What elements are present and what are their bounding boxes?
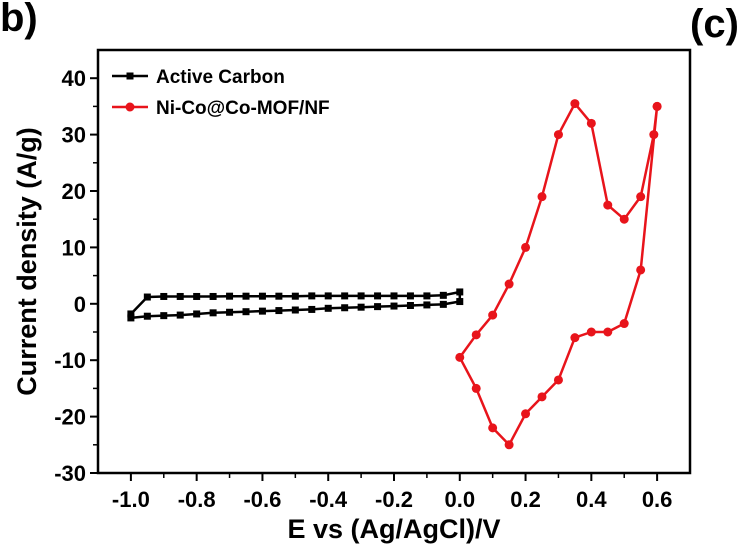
data-point [570, 333, 580, 343]
x-tick-label: -0.2 [375, 487, 413, 512]
data-point [209, 292, 217, 300]
data-point [537, 392, 547, 402]
data-point [636, 192, 646, 202]
data-point [439, 291, 447, 299]
data-point [226, 308, 234, 316]
data-point [291, 306, 299, 314]
data-point [242, 308, 250, 316]
data-point [226, 292, 234, 300]
data-point [357, 303, 365, 311]
data-point [127, 310, 135, 318]
x-tick-label: -0.8 [178, 487, 216, 512]
data-point [471, 330, 481, 340]
data-point [456, 298, 464, 306]
data-point [488, 423, 498, 433]
legend-label-1: Ni-Co@Co-MOF/NF [156, 98, 330, 119]
data-point [488, 310, 498, 320]
x-tick-label: -0.6 [243, 487, 281, 512]
y-tick-label: -30 [54, 461, 86, 486]
data-point [308, 305, 316, 313]
data-point [652, 101, 662, 111]
data-point [649, 130, 659, 140]
data-point [521, 409, 531, 419]
data-point [537, 192, 547, 202]
data-point [553, 130, 563, 140]
data-point [636, 265, 646, 275]
data-point [275, 307, 283, 315]
data-point [553, 375, 563, 385]
data-point [193, 310, 201, 318]
data-point [193, 292, 201, 300]
data-point [504, 279, 514, 289]
data-point [143, 312, 151, 320]
data-point [423, 301, 431, 309]
x-tick-label: 0.6 [642, 487, 673, 512]
data-point [390, 302, 398, 310]
series-line-1 [458, 102, 659, 447]
legend-marker-1 [125, 102, 135, 112]
data-point [619, 214, 629, 224]
data-point [455, 352, 465, 362]
data-point [209, 309, 217, 317]
panel-label-b: b) [0, 0, 38, 40]
y-tick-label: 20 [62, 179, 86, 204]
y-tick-label: -10 [54, 348, 86, 373]
data-point [504, 440, 514, 450]
data-point [176, 292, 184, 300]
data-point [258, 307, 266, 315]
y-tick-label: 40 [62, 66, 86, 91]
data-point [570, 99, 580, 109]
x-tick-label: -1.0 [112, 487, 150, 512]
panel-label-c: (c) [690, 2, 739, 46]
data-point [374, 303, 382, 311]
legend-label-0: Active Carbon [156, 67, 285, 88]
y-axis-label: Current density (A/g) [12, 127, 42, 396]
data-point [456, 288, 464, 296]
data-point [308, 292, 316, 300]
data-point [439, 300, 447, 308]
y-tick-label: -20 [54, 405, 86, 430]
data-point [586, 327, 596, 337]
data-point [406, 301, 414, 309]
data-point [160, 292, 168, 300]
x-tick-label: 0.2 [510, 487, 541, 512]
data-point [176, 311, 184, 319]
data-point [423, 292, 431, 300]
data-point [324, 304, 332, 312]
data-point [390, 292, 398, 300]
data-point [357, 292, 365, 300]
data-point [341, 304, 349, 312]
data-point [291, 292, 299, 300]
data-point [586, 118, 596, 128]
x-tick-label: -0.4 [309, 487, 348, 512]
data-point [406, 292, 414, 300]
y-tick-label: 0 [74, 292, 86, 317]
data-point [521, 242, 531, 252]
y-tick-label: 10 [62, 235, 86, 260]
data-point [143, 293, 151, 301]
x-axis-label: E vs (Ag/AgCl)/V [287, 514, 500, 544]
data-point [603, 200, 613, 210]
data-point [471, 383, 481, 393]
data-point [374, 292, 382, 300]
legend-marker-0 [126, 72, 134, 80]
data-point [160, 312, 168, 320]
data-point [275, 292, 283, 300]
data-point [242, 292, 250, 300]
data-point [324, 292, 332, 300]
data-point [619, 319, 629, 329]
data-point [127, 314, 135, 322]
x-tick-label: 0.0 [444, 487, 475, 512]
y-tick-label: 30 [62, 123, 86, 148]
data-point [258, 292, 266, 300]
data-point [603, 327, 613, 337]
data-point [341, 292, 349, 300]
x-tick-label: 0.4 [576, 487, 607, 512]
